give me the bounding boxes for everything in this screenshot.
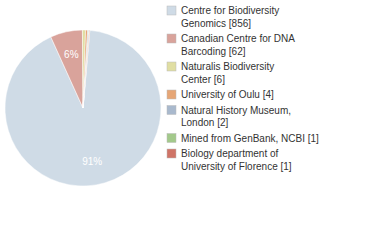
legend-swatch <box>167 134 176 143</box>
legend-label: Biology department ofUniversity of Flore… <box>181 148 292 172</box>
pie: 91% 6% <box>5 30 161 186</box>
data-label: 91% <box>82 156 102 167</box>
pie-slice <box>83 30 89 108</box>
legend-swatch <box>167 34 176 43</box>
pie-slice <box>83 30 90 108</box>
legend: Centre for BiodiversityGenomics [856] Can… <box>167 5 319 172</box>
chart: 91% 6% Centre for BiodiversityGenomics [85… <box>0 0 380 240</box>
legend-swatch <box>167 90 176 99</box>
legend-label: Centre for BiodiversityGenomics [856] <box>181 5 279 29</box>
legend-label: Natural History Museum,London [2] <box>181 105 291 129</box>
legend-swatch <box>167 106 176 115</box>
pie-slice <box>5 30 161 186</box>
pie-slice <box>51 30 83 108</box>
data-label: 6% <box>64 49 79 60</box>
legend-swatch <box>167 149 176 158</box>
legend-label: Canadian Centre for DNABarcoding [62] <box>181 33 295 57</box>
legend-label: Mined from GenBank, NCBI [1] <box>181 133 319 144</box>
legend-swatch <box>167 62 176 71</box>
legend-swatch <box>167 6 176 15</box>
legend-label: University of Oulu [4] <box>181 89 274 100</box>
legend-label: Naturalis BiodiversityCenter [6] <box>181 61 274 85</box>
